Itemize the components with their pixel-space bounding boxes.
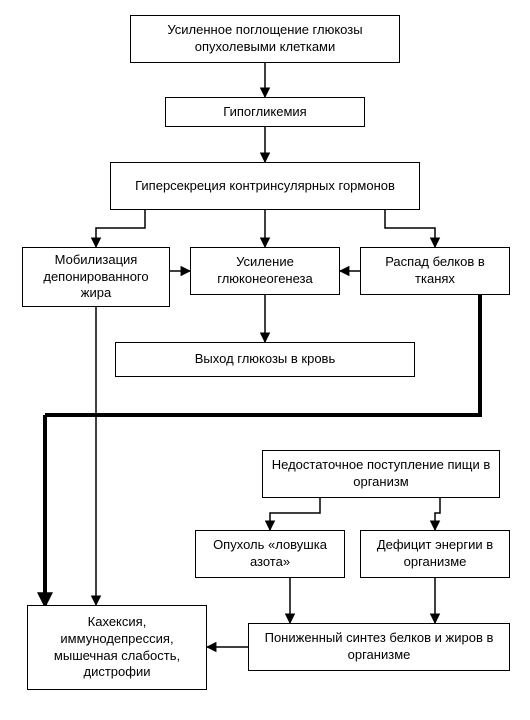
flowchart-node-n11: Пониженный синтез белков и жиров в орган… [248, 623, 510, 671]
flowchart-node-n8: Недостаточное поступление пищи в организ… [262, 450, 500, 498]
flowchart-edge [435, 498, 440, 530]
flowchart-node-n9: Опухоль «ловушка азота» [195, 530, 345, 578]
flowchart-edge [96, 210, 145, 247]
flowchart-node-n1: Усиленное поглощение глюкозы опухолевыми… [130, 15, 400, 63]
flowchart-node-n3: Гиперсекреция контринсулярных гормонов [110, 162, 420, 210]
flowchart-node-n2: Гипогликемия [165, 97, 365, 127]
flowchart-node-n5: Усиление глюконеогенеза [190, 247, 340, 295]
flowchart-node-n4: Мобилизация депонированного жира [22, 247, 170, 307]
flowchart-node-n12: Кахексия, иммунодепрессия, мышечная слаб… [27, 605, 207, 690]
flowchart-edge [270, 498, 320, 530]
flowchart-node-n6: Распад белков в тканях [360, 247, 510, 295]
flowchart-node-n7: Выход глюкозы в кровь [115, 342, 415, 377]
flowchart-node-n10: Дефицит энергии в организме [360, 530, 510, 578]
flowchart-edge [385, 210, 435, 247]
